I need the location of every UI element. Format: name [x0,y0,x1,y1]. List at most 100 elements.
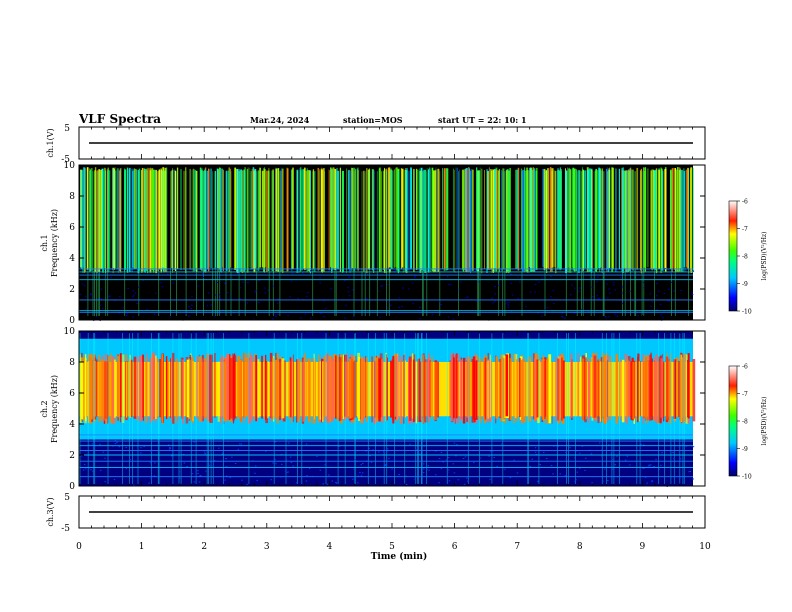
spectrogram-streak [144,357,147,424]
spectrogram-streak [643,359,645,417]
spectrogram-streak [607,167,608,272]
spectrogram-streak [108,170,110,272]
spectrogram-streak [147,167,149,273]
spectrogram-spike [446,333,448,484]
spectrogram-streak [392,356,395,424]
spectrogram-streak [347,353,349,418]
spectrogram-streak [158,359,162,418]
spectrogram-streak [234,355,237,419]
spectrogram-speckle [353,468,355,470]
spectrogram-speckle [256,479,258,481]
spectrogram-streak [319,170,321,270]
spectrogram-streak [115,170,117,269]
spectrogram-streak [575,169,578,271]
spectrogram-streak [395,355,398,420]
spectrogram-streak [117,169,119,273]
spectrogram-streak [434,361,437,421]
spectrogram-speckle [134,292,137,294]
spectrogram-streak [152,352,156,418]
spectrogram-streak [517,167,520,271]
spectrogram-speckle [591,278,593,280]
spectrogram-speckle [672,452,674,453]
spectrogram-speckle [363,309,366,311]
spectrogram-streak [551,171,553,272]
spectrogram-streak [332,167,335,269]
spectrogram-spike [634,171,636,316]
spectrogram-spike [195,333,197,484]
spectrogram-spike [641,171,643,316]
spectrogram-streak [245,357,248,417]
spectrogram-streak [664,169,666,268]
spectrogram-streak [670,169,672,270]
spectrogram-streak [342,354,344,419]
spectrogram-spike [682,333,684,484]
spectrogram-streak [554,170,556,268]
spectrogram-speckle [455,272,457,273]
spectrogram-speckle [202,276,204,278]
spectrogram-speckle [218,447,220,449]
spectrogram-speckle [191,296,193,298]
spectrogram-streak [373,170,375,271]
spectrogram-speckle [270,479,272,481]
spectrogram-speckle [90,294,92,296]
spectrogram-speckle [414,276,416,278]
spectrogram-streak [217,361,220,422]
spectrogram-speckle [447,469,450,471]
spectrogram-streak [170,358,171,419]
spectrogram-streak [130,359,133,417]
spectrogram-streak [429,168,431,270]
spectrogram-streak [663,361,665,422]
spectrogram-speckle [160,282,162,284]
spectrogram-streak [666,352,668,420]
ytick-label: 0 [69,482,75,492]
spectrogram-streak [484,357,487,420]
spectrogram-spike [344,333,346,484]
spectrogram-streak [328,169,330,271]
spectrogram-streak [431,167,434,272]
spectrogram-streak [514,354,518,419]
spectrogram-streak [237,355,239,420]
spectrogram-speckle [442,461,444,463]
spectrogram-streak [172,170,173,273]
spectrogram-spike [467,333,469,484]
spectrogram-streak [154,169,156,271]
spectrogram-streak [309,170,311,274]
ch2-colorbar-ramp [728,365,738,477]
spectrogram-streak [692,167,694,273]
ytick-label: 10 [64,327,76,337]
spectrogram-streak [363,170,365,272]
spectrogram-speckle [157,443,160,445]
spectrogram-streak [522,169,524,272]
spectrogram-spike [426,333,427,484]
spectrogram-streak [503,168,505,269]
spectrogram-speckle [688,471,690,473]
spectrogram-streak [655,169,658,273]
spectrogram-streak [655,354,658,423]
spectrogram-streak [312,358,315,424]
spectrogram-spike [79,333,81,484]
spectrogram-spike [94,333,96,484]
start-ut-label: start UT = 22: 10: 1 [438,115,527,125]
spectrogram-streak [420,170,422,273]
spectrogram-speckle [467,461,469,463]
spectrogram-streak [454,167,456,273]
spectrogram-speckle [452,463,455,465]
spectrogram-spike [256,171,258,316]
spectrogram-streak [489,354,491,418]
spectrogram-spike [361,171,363,316]
spectrogram-spike [602,171,604,316]
spectrogram-spike [93,333,95,484]
spectrogram-streak [141,167,143,273]
spectrogram-speckle [692,478,694,480]
spectrogram-speckle [290,280,293,282]
spectrogram-streak [191,170,193,271]
spectrogram-spike [568,333,569,484]
spectrogram-streak [399,360,401,424]
spectrogram-speckle [578,290,580,292]
spectrogram-speckle [198,481,201,483]
spectrogram-streak [277,169,278,271]
spectrogram-speckle [277,314,279,315]
spectrogram-streak [381,171,383,272]
spectrogram-streak [233,361,235,421]
spectrogram-speckle [90,469,92,471]
